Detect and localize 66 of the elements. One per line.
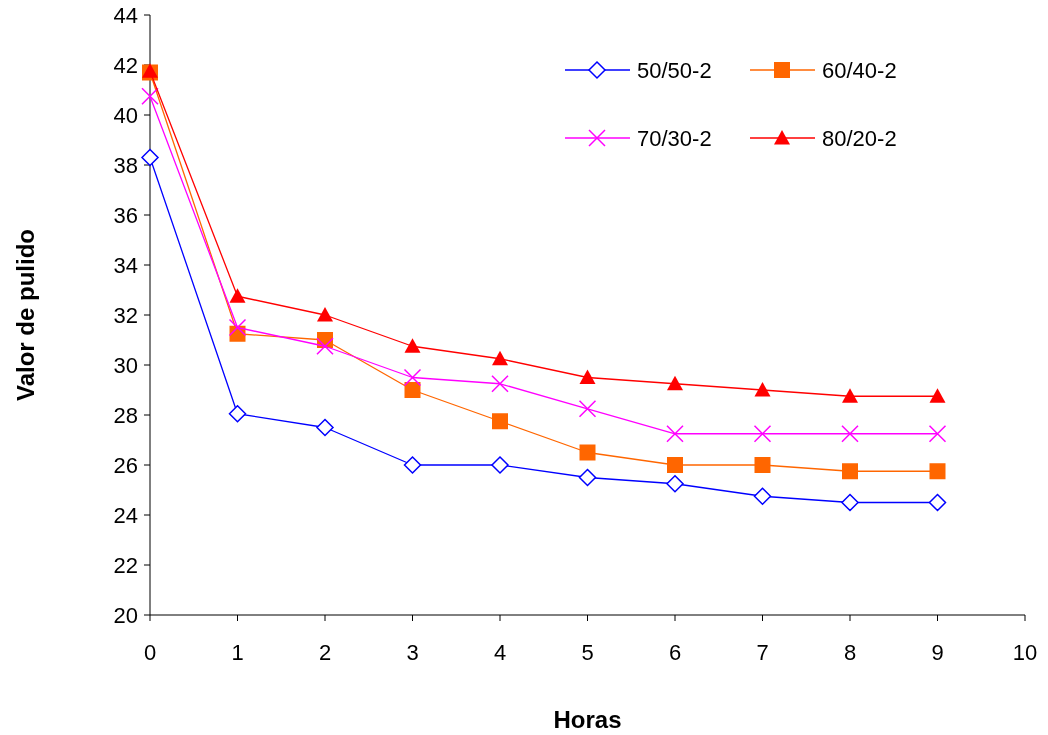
x-tick-label: 7 <box>756 640 769 665</box>
point <box>929 463 946 480</box>
point <box>229 288 246 303</box>
y-tick-label: 42 <box>113 52 138 78</box>
y-tick-label: 34 <box>113 252 138 278</box>
point <box>754 457 771 473</box>
y-tick-label: 30 <box>113 352 138 378</box>
x-tick-label: 5 <box>581 640 594 665</box>
point <box>842 388 858 403</box>
point <box>492 350 508 366</box>
point <box>928 425 947 443</box>
point <box>141 87 159 105</box>
y-tick-label: 26 <box>113 452 138 478</box>
x-tick-label: 9 <box>931 640 944 665</box>
point <box>228 318 247 337</box>
y-tick-label: 38 <box>113 152 138 178</box>
y-tick-label: 36 <box>113 202 138 228</box>
legend-label: 70/30-2 <box>637 125 712 151</box>
y-axis-title: Valor de pulido <box>12 228 39 402</box>
point <box>842 463 858 480</box>
x-tick-label: 4 <box>493 640 507 665</box>
point <box>404 338 421 353</box>
point <box>841 493 859 512</box>
point <box>666 425 684 443</box>
point <box>667 375 683 391</box>
point <box>578 468 597 487</box>
x-tick-label: 10 <box>1012 640 1038 665</box>
legend-label: 60/40-2 <box>822 57 897 83</box>
legend-label: 50/50-2 <box>637 57 712 83</box>
point <box>317 307 333 322</box>
point <box>578 400 597 418</box>
x-tick-label: 2 <box>318 640 332 665</box>
x-tick-label: 1 <box>231 640 244 665</box>
point <box>579 369 596 384</box>
y-tick-label: 24 <box>113 502 138 528</box>
point <box>404 382 421 398</box>
y-tick-label: 22 <box>113 552 138 578</box>
point <box>754 382 771 397</box>
point <box>491 375 509 393</box>
point <box>841 425 859 443</box>
x-tick-label: 8 <box>843 640 857 665</box>
point <box>316 418 334 437</box>
x-tick-label: 3 <box>406 640 419 665</box>
point <box>928 493 947 512</box>
legend-label: 80/20-2 <box>822 125 897 151</box>
x-axis-title: Horas <box>553 706 622 733</box>
point <box>141 148 159 167</box>
point <box>316 337 334 355</box>
x-tick-label: 0 <box>143 640 157 665</box>
point <box>753 425 772 443</box>
point <box>403 456 422 474</box>
point <box>491 456 509 474</box>
point <box>667 457 683 473</box>
x-tick-label: 6 <box>668 640 682 665</box>
point <box>753 487 772 505</box>
y-tick-label: 32 <box>113 302 138 328</box>
point <box>666 475 684 493</box>
y-tick-label: 20 <box>113 602 138 628</box>
point <box>579 444 596 461</box>
point <box>228 405 247 423</box>
point <box>403 368 422 387</box>
point <box>492 413 508 430</box>
y-tick-label: 40 <box>113 102 138 128</box>
y-tick-label: 44 <box>113 2 138 28</box>
point <box>929 388 946 403</box>
y-tick-label: 28 <box>113 402 138 428</box>
